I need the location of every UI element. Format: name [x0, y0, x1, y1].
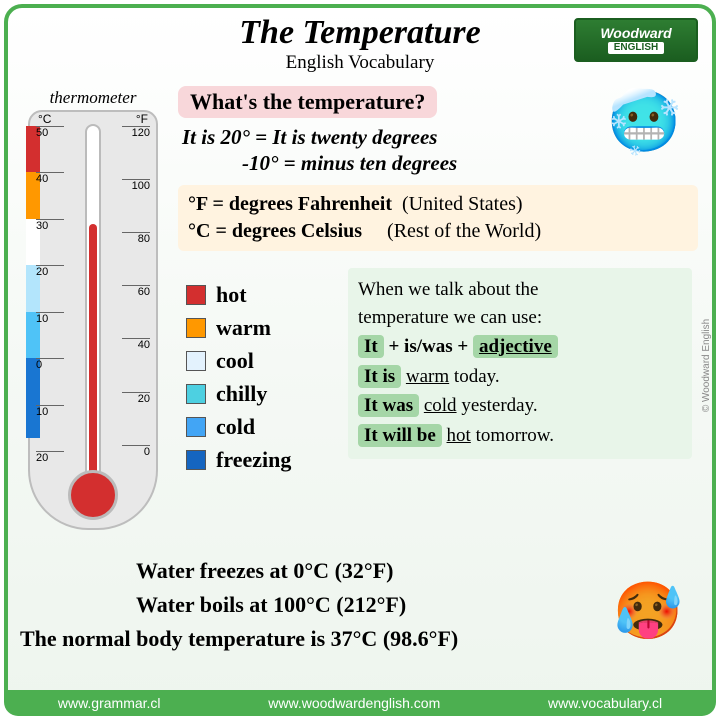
ex1-c: today. — [449, 366, 499, 387]
fahrenheit-note: (United States) — [402, 193, 523, 215]
fact-freeze: Water freezes at 0°C (32°F) — [136, 554, 458, 588]
hot-cartoon-icon: 🥵 — [598, 578, 698, 668]
logo-brand: Woodward — [600, 26, 671, 40]
thermometer-tube — [85, 124, 101, 478]
ex3-b: hot — [447, 425, 471, 446]
grammar-intro-2: temperature we can use: — [358, 304, 682, 332]
fahrenheit-symbol: °F — [188, 193, 207, 215]
fahrenheit-text: = degrees Fahrenheit — [207, 193, 392, 215]
color-legend: hotwarmcoolchillycoldfreezing — [186, 278, 291, 476]
pattern-isw: + is/was + — [384, 336, 473, 357]
unit-celsius: °C — [38, 112, 51, 126]
grammar-box: When we talk about the temperature we ca… — [348, 268, 692, 459]
footer-link-2: www.woodwardenglish.com — [268, 695, 440, 711]
grammar-intro-1: When we talk about the — [358, 276, 682, 304]
question-pill: What's the temperature? — [178, 86, 437, 118]
unit-fahrenheit: °F — [136, 112, 148, 126]
footer-link-3: www.vocabulary.cl — [548, 695, 662, 711]
copyright-text: © Woodward English — [701, 319, 712, 412]
pattern-adj: adjective — [473, 335, 558, 358]
ex2-b: cold — [424, 395, 457, 416]
fact-body: The normal body temperature is 37°C (98.… — [20, 622, 458, 656]
celsius-text: = degrees Celsius — [210, 220, 362, 242]
mercury-column — [89, 224, 97, 476]
thermometer-label: thermometer — [18, 88, 168, 108]
cold-cartoon-icon: 🥶 — [594, 86, 694, 176]
facts-block: Water freezes at 0°C (32°F) Water boils … — [136, 554, 458, 656]
thermometer-bulb — [68, 470, 118, 520]
units-box: °F = degrees Fahrenheit (United States) … — [178, 185, 698, 251]
brand-logo: Woodward ENGLISH — [574, 18, 698, 62]
fahrenheit-scale: 120100806040200 — [122, 126, 150, 458]
ex2-c: yesterday. — [457, 395, 538, 416]
celsius-symbol: °C — [188, 220, 210, 242]
logo-sub: ENGLISH — [608, 42, 664, 54]
footer-bar: www.grammar.cl www.woodwardenglish.com w… — [4, 690, 716, 716]
ex3-c: tomorrow. — [471, 425, 554, 446]
ex1-b: warm — [406, 366, 449, 387]
ex3-a: It will be — [358, 424, 442, 447]
footer-link-1: www.grammar.cl — [58, 695, 161, 711]
main-frame: The Temperature English Vocabulary Woodw… — [4, 4, 716, 716]
fact-boil: Water boils at 100°C (212°F) — [136, 588, 458, 622]
celsius-note: (Rest of the World) — [387, 220, 541, 242]
ex1-a: It is — [358, 365, 401, 388]
thermometer-figure: thermometer °C °F 504030201001020 120100… — [18, 88, 168, 528]
pattern-it: It — [358, 335, 384, 358]
ex2-a: It was — [358, 394, 419, 417]
celsius-scale: 504030201001020 — [36, 126, 64, 458]
